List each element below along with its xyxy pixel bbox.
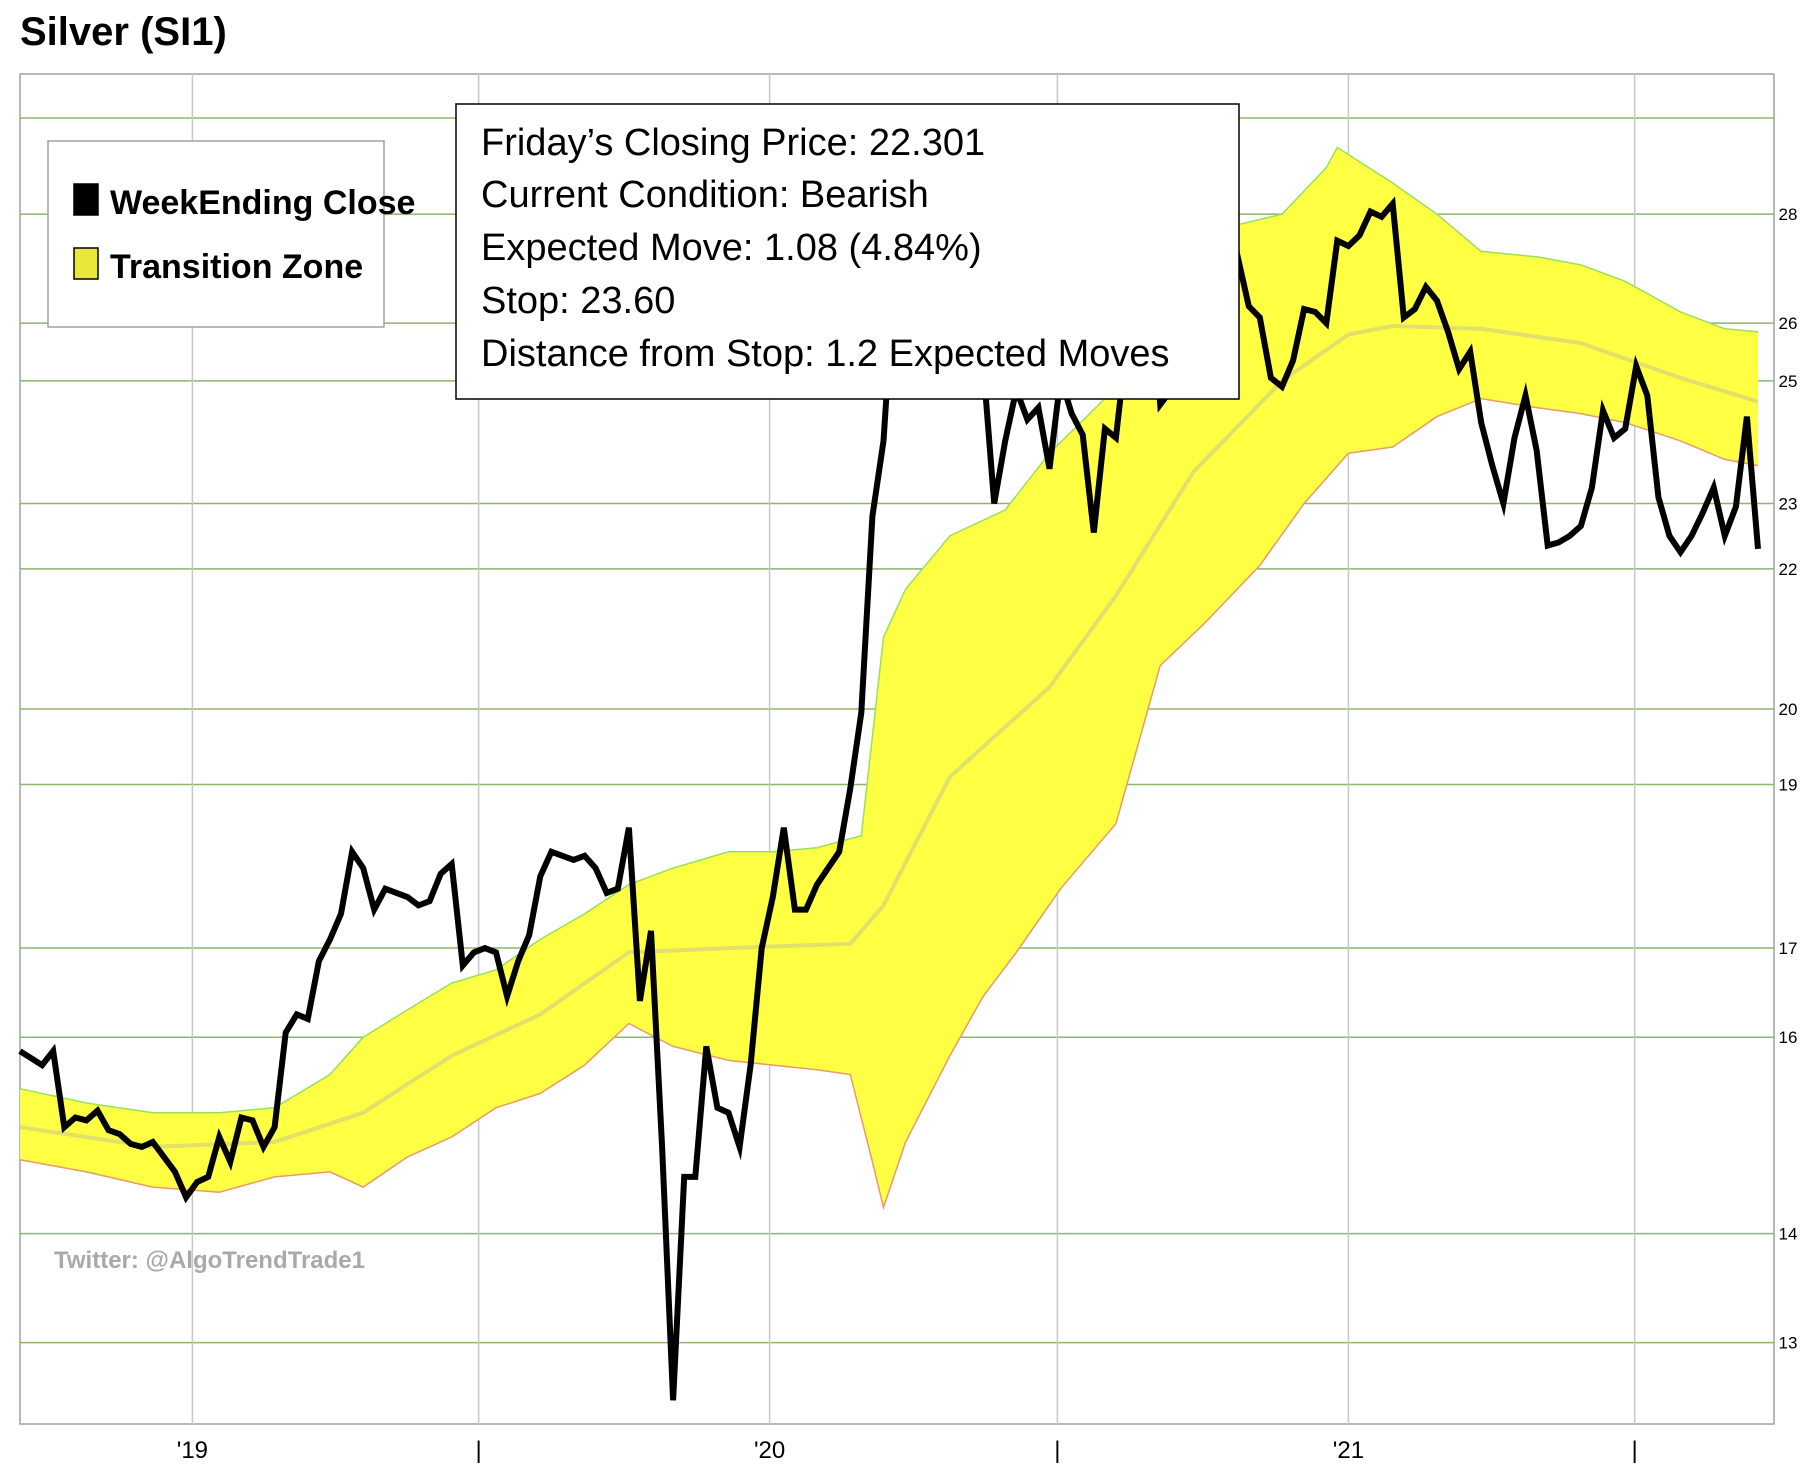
y-tick-label-26: 26 bbox=[1779, 314, 1798, 333]
info-stop: Stop: 23.60 bbox=[481, 280, 675, 322]
legend-label-weekending-close: WeekEnding Close bbox=[110, 184, 415, 222]
x-axis-ticks: '19 | '20 | '21 | bbox=[177, 1437, 1638, 1464]
info-expected-move: Expected Move: 1.08 (4.84%) bbox=[481, 227, 982, 269]
chart-title: Silver (SI1) bbox=[20, 10, 227, 54]
y-tick-label-19: 19 bbox=[1779, 775, 1798, 794]
y-tick-label-13: 13 bbox=[1779, 1334, 1798, 1353]
transition-zone-upper-edge bbox=[19, 146, 1759, 1114]
y-tick-label-22: 22 bbox=[1779, 560, 1798, 579]
info-box: Friday’s Closing Price: 22.301 Current C… bbox=[455, 103, 1240, 400]
y-tick-label-25: 25 bbox=[1779, 372, 1798, 391]
y-tick-label-14: 14 bbox=[1779, 1225, 1798, 1244]
y-axis-ticks: 13 14 16 17 19 20 22 23 25 26 28 bbox=[1779, 205, 1798, 1352]
info-current-condition: Current Condition: Bearish bbox=[481, 174, 929, 216]
x-tick-label-3: | bbox=[1054, 1437, 1060, 1464]
watermark: Twitter: @AlgoTrendTrade1 bbox=[54, 1247, 365, 1274]
legend-box bbox=[47, 140, 385, 328]
transition-zone-midline bbox=[19, 324, 1759, 1149]
legend: WeekEnding Close Transition Zone bbox=[47, 140, 415, 328]
legend-swatch-weekending-close bbox=[73, 183, 99, 216]
x-tick-label-5: | bbox=[1632, 1437, 1638, 1464]
x-tick-label-2: '20 bbox=[754, 1437, 785, 1464]
x-tick-label-1: | bbox=[475, 1437, 481, 1464]
y-tick-label-17: 17 bbox=[1779, 939, 1798, 958]
legend-label-transition-zone: Transition Zone bbox=[110, 248, 363, 286]
x-tick-label-4: '21 bbox=[1333, 1437, 1364, 1464]
y-tick-label-23: 23 bbox=[1779, 494, 1798, 513]
transition-zone-area bbox=[20, 147, 1758, 1208]
x-tick-label-0: '19 bbox=[177, 1437, 208, 1464]
info-distance-from-stop: Distance from Stop: 1.2 Expected Moves bbox=[481, 333, 1170, 375]
info-box-frame bbox=[455, 103, 1240, 400]
transition-zone-band bbox=[19, 146, 1759, 1211]
y-tick-label-20: 20 bbox=[1779, 700, 1798, 719]
info-closing-price: Friday’s Closing Price: 22.301 bbox=[481, 122, 985, 164]
y-tick-label-16: 16 bbox=[1779, 1028, 1798, 1047]
legend-swatch-transition-zone bbox=[73, 247, 99, 280]
transition-zone-lower-edge bbox=[19, 397, 1759, 1211]
y-tick-label-28: 28 bbox=[1779, 205, 1798, 224]
